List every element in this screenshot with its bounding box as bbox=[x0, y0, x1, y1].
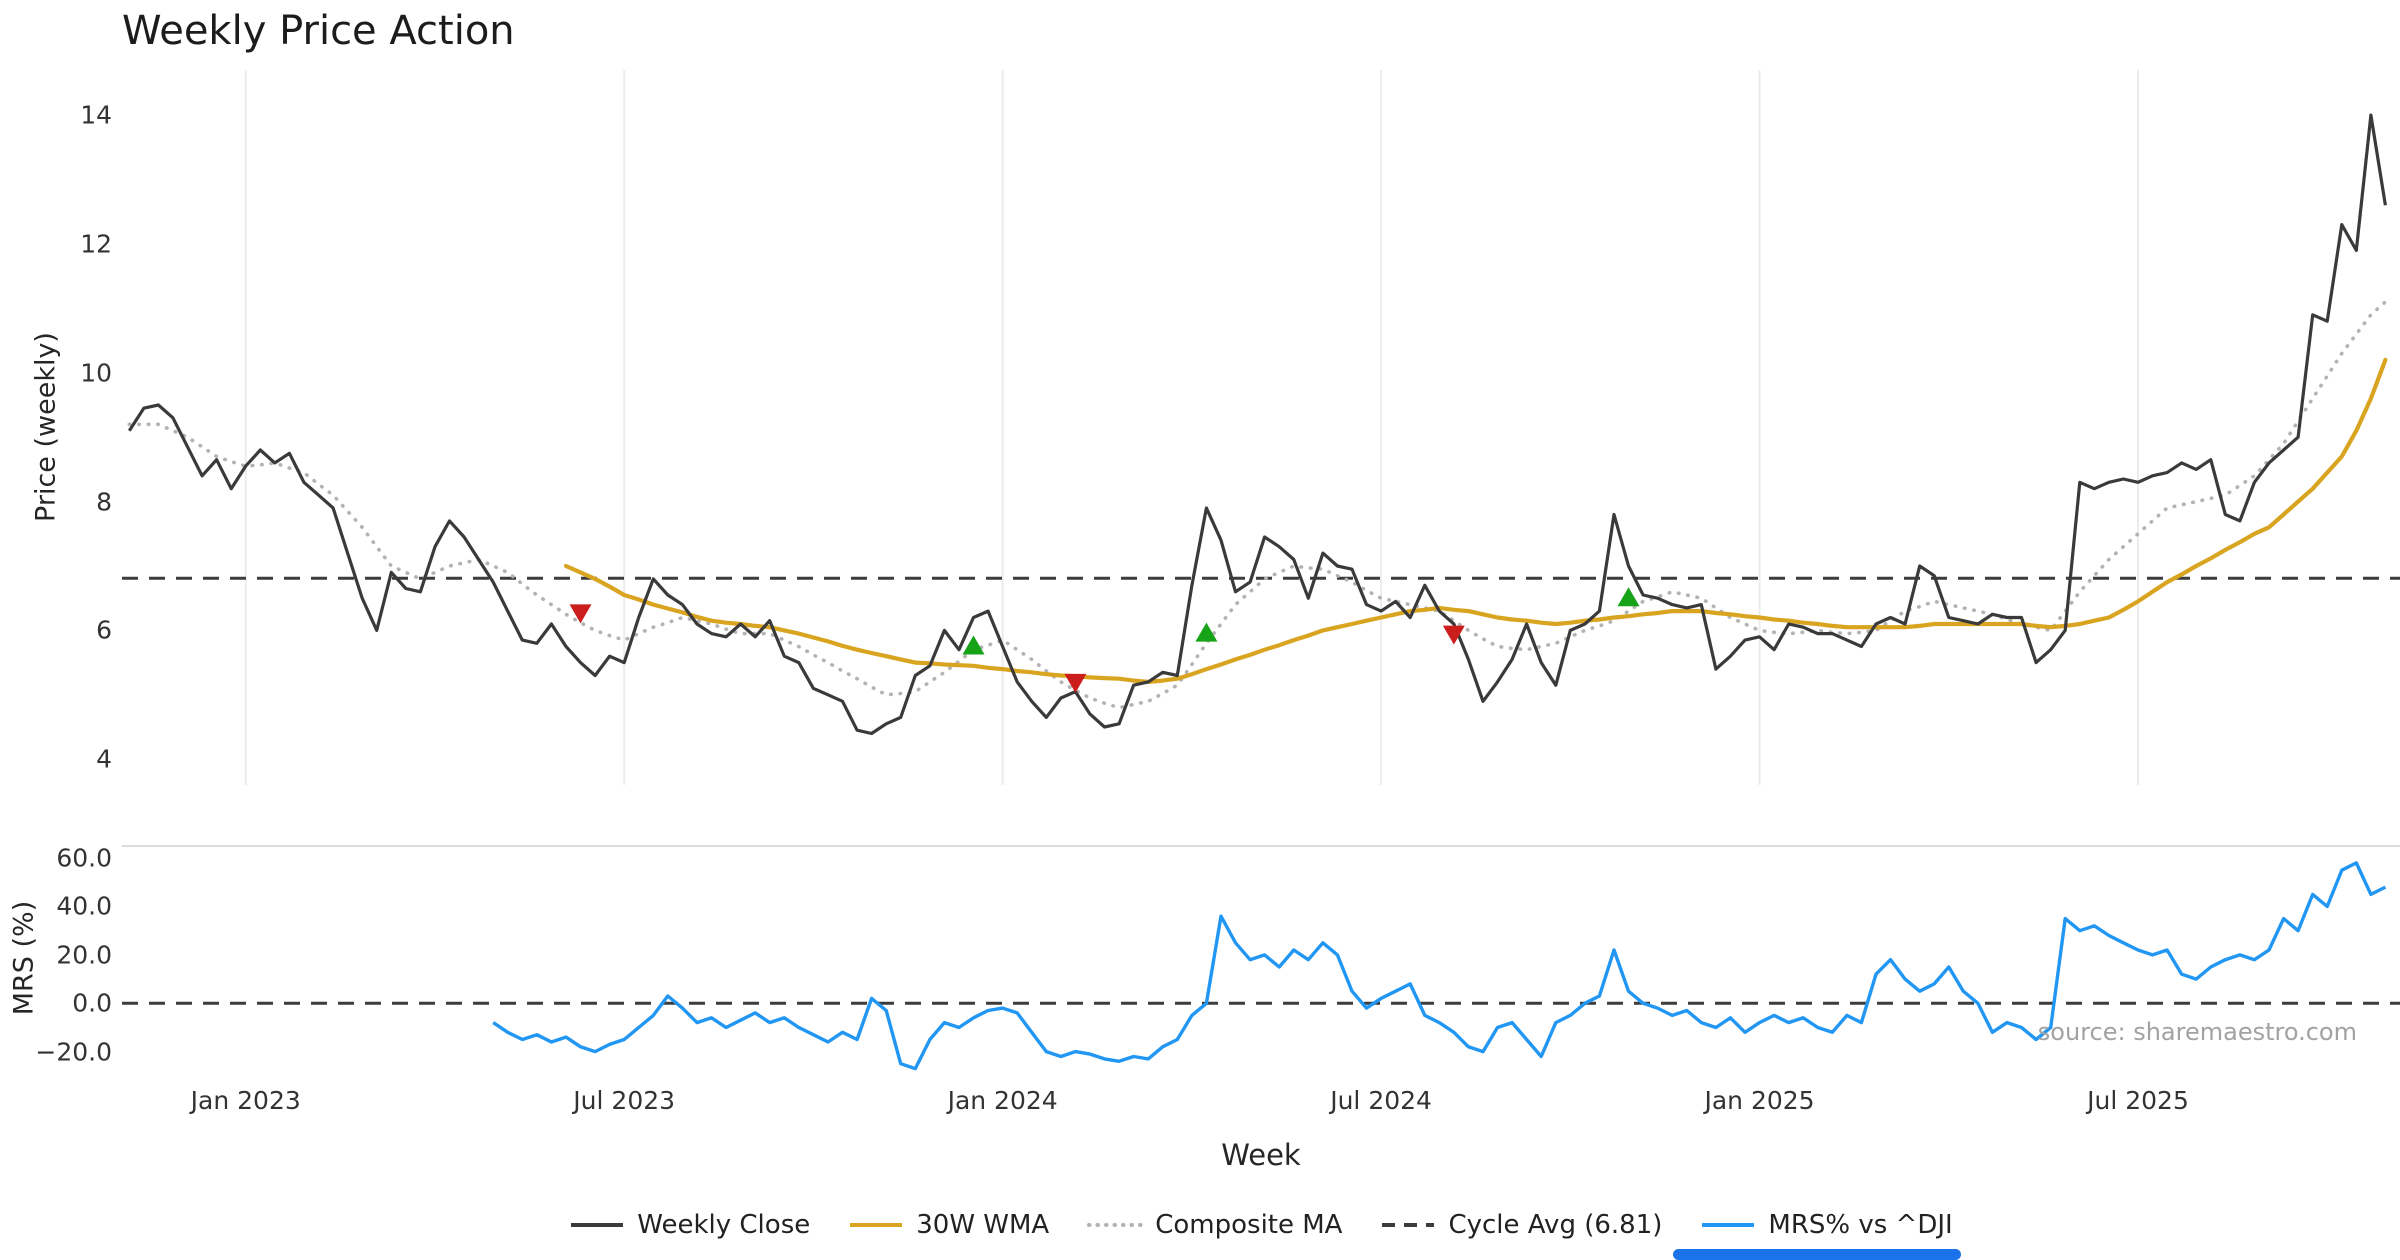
mrs-tick-label: −20.0 bbox=[35, 1037, 112, 1067]
sell-signal-marker bbox=[1442, 625, 1465, 645]
legend-item-weekly-close: Weekly Close bbox=[569, 1210, 810, 1240]
wma-line bbox=[563, 357, 2388, 684]
buy-signal-marker bbox=[1617, 587, 1640, 607]
x-axis-label: Week bbox=[1221, 1138, 1301, 1172]
x-tick-label: Jul 2025 bbox=[2087, 1086, 2189, 1115]
legend-label: Cycle Avg (6.81) bbox=[1448, 1210, 1663, 1240]
legend-label: Weekly Close bbox=[637, 1210, 811, 1240]
price-tick-label: 4 bbox=[96, 744, 112, 774]
price-tick-label: 6 bbox=[96, 615, 112, 645]
legend-label: MRS% vs ^DJI bbox=[1768, 1210, 1953, 1240]
legend-item-composite-ma: Composite MA bbox=[1087, 1210, 1342, 1240]
mrs-tick-label: 40.0 bbox=[56, 891, 112, 921]
cycle-avg-line-icon bbox=[1382, 1223, 1435, 1227]
composite-ma-line-icon bbox=[1087, 1223, 1144, 1227]
mrs-axis-tick-labels: −20.0 0.0 20.0 40.0 60.0 bbox=[0, 0, 112, 1260]
x-tick-label: Jan 2025 bbox=[1704, 1086, 1815, 1115]
price-tick-label: 10 bbox=[80, 358, 112, 388]
mrs-tick-label: 0.0 bbox=[72, 988, 112, 1018]
price-tick-label: 12 bbox=[80, 229, 112, 259]
mrs-tick-label: 60.0 bbox=[56, 843, 112, 873]
x-tick-label: Jan 2023 bbox=[190, 1086, 301, 1115]
weekly-close-line-icon bbox=[571, 1223, 624, 1227]
legend-item-30w-wma: 30W WMA bbox=[848, 1210, 1049, 1240]
x-tick-label: Jul 2023 bbox=[573, 1086, 676, 1115]
mrs-tick-label: 20.0 bbox=[56, 940, 112, 970]
price-tick-label: 14 bbox=[80, 100, 112, 130]
x-axis-tick-labels: Jan 2023 Jul 2023 Jan 2024 Jul 2024 Jan 2025… bbox=[0, 1086, 2400, 1120]
price-axis-tick-labels: 4 6 8 10 12 14 bbox=[0, 0, 112, 1260]
legend-item-cycle-avg: Cycle Avg (6.81) bbox=[1380, 1210, 1662, 1240]
wma-line-icon bbox=[850, 1223, 903, 1227]
sell-signal-marker bbox=[569, 604, 592, 624]
horizontal-scrollbar-thumb[interactable] bbox=[1673, 1249, 1961, 1260]
legend-label: Composite MA bbox=[1155, 1210, 1343, 1240]
legend-item-mrs: MRS% vs ^DJI bbox=[1700, 1210, 1953, 1240]
legend-label: 30W WMA bbox=[916, 1210, 1050, 1240]
x-tick-label: Jan 2024 bbox=[947, 1086, 1058, 1115]
mrs-line-icon bbox=[1702, 1223, 1755, 1227]
weekly-close-line bbox=[127, 113, 2387, 736]
x-tick-label: Jul 2024 bbox=[1330, 1086, 1432, 1115]
mrs-line bbox=[492, 861, 2387, 1071]
sell-signal-marker bbox=[1064, 673, 1087, 693]
price-tick-label: 8 bbox=[96, 487, 112, 517]
buy-signal-marker bbox=[962, 635, 985, 655]
buy-signal-marker bbox=[1195, 622, 1218, 642]
chart-title: Weekly Price Action bbox=[122, 8, 515, 54]
source-watermark: source: sharemaestro.com bbox=[2037, 1018, 2357, 1046]
composite-ma-line bbox=[127, 300, 2388, 710]
chart-legend: Weekly Close 30W WMA Composite MA Cycle … bbox=[0, 1210, 2400, 1240]
